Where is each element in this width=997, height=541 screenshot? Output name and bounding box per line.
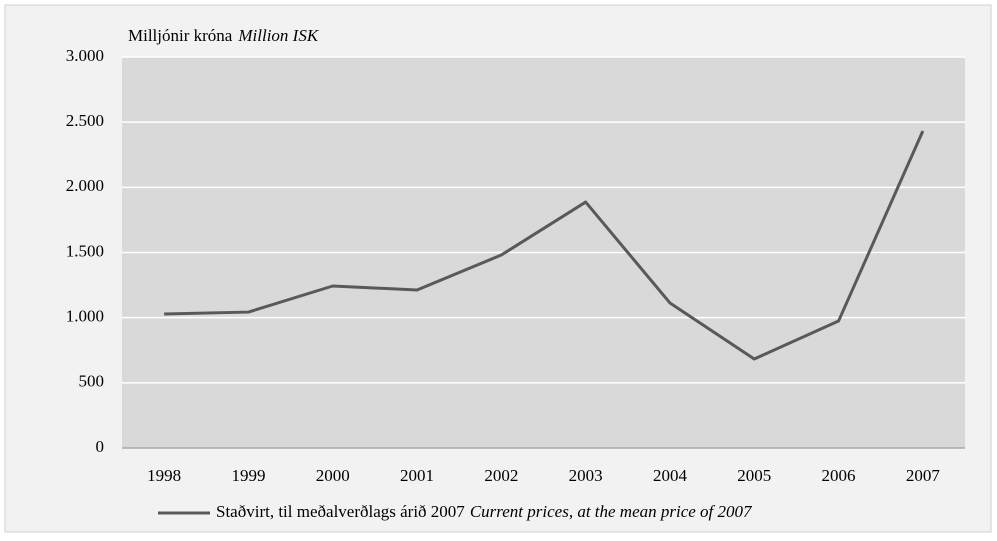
y-tick-label: 2.000 xyxy=(66,176,104,195)
data-line xyxy=(164,130,925,361)
y-tick-label: 1.500 xyxy=(66,241,104,260)
y-tick-label: 2.500 xyxy=(66,111,104,130)
x-tick-label: 2007 xyxy=(906,466,941,485)
y-tick-label: 500 xyxy=(79,372,105,391)
x-tick-label: 2002 xyxy=(484,466,518,485)
legend-name: Staðvirt, til meðalverðlags árið 2007 xyxy=(216,502,465,521)
x-tick-label: 2006 xyxy=(822,466,856,485)
x-tick-label: 1999 xyxy=(231,466,265,485)
x-tick-label: 2003 xyxy=(569,466,603,485)
y-label: Milljónir króna xyxy=(128,26,233,45)
x-tick-label: 2000 xyxy=(316,466,350,485)
x-tick-label: 2001 xyxy=(400,466,434,485)
x-tick-label: 1998 xyxy=(147,466,181,485)
legend-label: Staðvirt, til meðalverðlags árið 2007 Cur… xyxy=(216,502,753,521)
legend-name-en: Current prices, at the mean price of 200… xyxy=(470,502,753,521)
x-tick-label: 2005 xyxy=(737,466,771,485)
y-axis-label: Milljónir króna Million ISK xyxy=(128,26,320,45)
x-tick-label: 2004 xyxy=(653,466,688,485)
y-tick-label: 3.000 xyxy=(66,46,104,65)
y-tick-label: 1.000 xyxy=(66,307,104,326)
y-label-en: Million ISK xyxy=(237,26,319,45)
y-tick-label: 0 xyxy=(96,437,105,456)
